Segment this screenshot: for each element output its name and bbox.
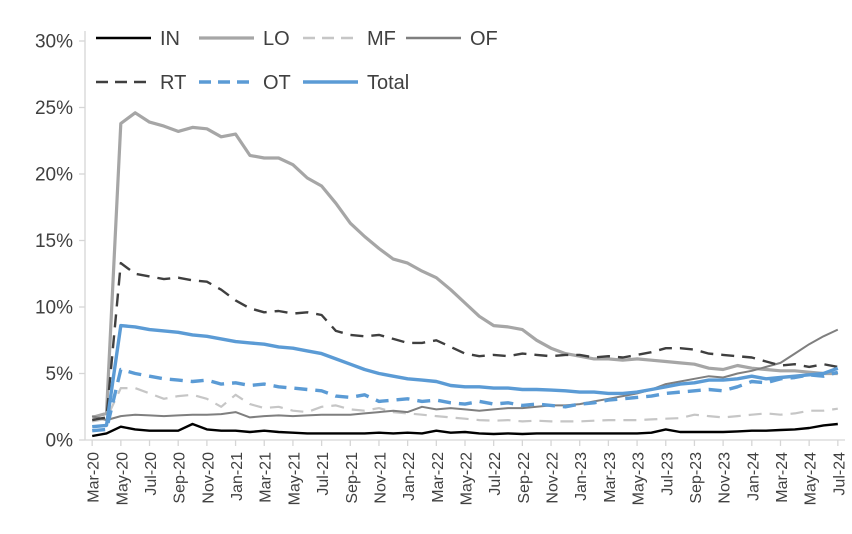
x-tick-label: Mar-22 bbox=[430, 452, 447, 503]
x-tick-label: Sep-23 bbox=[688, 452, 705, 504]
legend-label-in: IN bbox=[160, 28, 180, 50]
x-tick-label: Mar-24 bbox=[774, 452, 791, 503]
legend-item-rt: RT bbox=[96, 72, 186, 94]
x-tick-label: Jan-23 bbox=[573, 452, 590, 501]
series-line-ot bbox=[92, 367, 839, 433]
legend-label-total: Total bbox=[367, 72, 409, 94]
legend-item-ot: OT bbox=[199, 72, 291, 94]
legend-item-total: Total bbox=[303, 72, 409, 94]
series-line-in bbox=[91, 422, 838, 438]
y-tick-label: 15% bbox=[35, 231, 73, 252]
x-tick-label: Jan-24 bbox=[745, 452, 762, 501]
series-line-total bbox=[92, 323, 839, 429]
y-tick-label: 25% bbox=[35, 98, 73, 119]
legend-label-mf: MF bbox=[367, 28, 396, 50]
legend-item-lo: LO bbox=[199, 28, 290, 50]
x-tick-label: Mar-23 bbox=[602, 452, 619, 503]
legend-label-lo: LO bbox=[263, 28, 290, 50]
x-tick-label: Mar-20 bbox=[86, 452, 103, 503]
x-tick-label: Jul-23 bbox=[659, 452, 676, 496]
x-tick-label: Jan-22 bbox=[401, 452, 418, 501]
x-tick-label: May-21 bbox=[286, 452, 303, 505]
x-tick-label: Jul-21 bbox=[315, 452, 332, 496]
legend-label-ot: OT bbox=[263, 72, 291, 94]
series-line-lo bbox=[91, 111, 838, 419]
legend-item-of: OF bbox=[406, 28, 498, 50]
x-tick-label: Nov-22 bbox=[545, 452, 562, 504]
y-tick-label: 5% bbox=[46, 364, 74, 385]
x-tick-label: May-23 bbox=[631, 452, 648, 505]
series-line-rt bbox=[91, 261, 839, 422]
y-tick-label: 20% bbox=[35, 165, 73, 186]
x-tick-label: May-22 bbox=[459, 452, 476, 505]
legend-label-rt: RT bbox=[160, 72, 186, 94]
y-tick-label: 0% bbox=[46, 431, 74, 452]
x-tick-label: Jul-22 bbox=[487, 452, 504, 496]
legend-item-mf: MF bbox=[303, 28, 396, 50]
x-tick-label: Jul-24 bbox=[831, 452, 848, 496]
x-tick-label: May-24 bbox=[803, 452, 820, 505]
legend-label-of: OF bbox=[470, 28, 498, 50]
x-tick-label: Nov-23 bbox=[717, 452, 734, 504]
x-tick-label: Mar-21 bbox=[258, 452, 275, 503]
x-tick-label: Nov-20 bbox=[200, 452, 217, 504]
x-tick-label: Jan-21 bbox=[229, 452, 246, 501]
x-tick-label: Jul-20 bbox=[143, 452, 160, 496]
legend-item-in: IN bbox=[96, 28, 180, 50]
x-tick-label: Sep-21 bbox=[344, 452, 361, 504]
x-tick-label: May-20 bbox=[114, 452, 131, 505]
series-line-mf bbox=[91, 387, 838, 423]
x-tick-label: Sep-22 bbox=[516, 452, 533, 504]
x-tick-label: Sep-20 bbox=[172, 452, 189, 504]
series-line-of bbox=[91, 328, 839, 422]
y-tick-label: 10% bbox=[35, 298, 73, 319]
y-tick-label: 30% bbox=[35, 32, 73, 53]
x-tick-label: Nov-21 bbox=[372, 452, 389, 504]
